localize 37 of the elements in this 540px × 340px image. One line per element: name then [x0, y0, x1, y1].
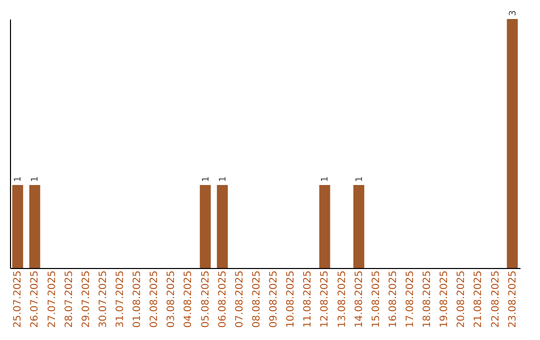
x-tick-label: 13.08.2025	[336, 270, 348, 328]
x-tick-label: 09.08.2025	[268, 270, 280, 328]
x-tick-label: 17.08.2025	[404, 270, 416, 328]
x-tick-label: 07.08.2025	[234, 270, 246, 328]
x-tick-label: 29.07.2025	[80, 270, 92, 328]
x-tick-label: 10.08.2025	[286, 270, 297, 328]
data-label: 1	[30, 176, 41, 182]
x-tick-label: 06.08.2025	[217, 270, 228, 328]
data-label: 1	[354, 176, 365, 182]
x-tick-label: 08.08.2025	[251, 270, 262, 328]
data-label: 1	[320, 176, 331, 182]
x-tick-label: 28.07.2025	[64, 270, 75, 328]
x-tick-label: 27.07.2025	[46, 270, 58, 328]
x-tick-label: 26.07.2025	[30, 270, 41, 328]
data-label: 3	[508, 10, 518, 16]
x-tick-label: 20.08.2025	[456, 270, 468, 328]
x-tick-label: 14.08.2025	[354, 270, 365, 328]
x-tick-label: 15.08.2025	[370, 270, 382, 328]
x-tick-label: 31.07.2025	[115, 270, 126, 328]
x-tick-label: 21.08.2025	[473, 270, 484, 328]
x-tick-label: 04.08.2025	[183, 270, 194, 328]
data-label: 1	[14, 176, 24, 182]
x-tick-label: 16.08.2025	[388, 270, 399, 328]
x-tick-label: 11.08.2025	[302, 270, 314, 328]
x-tick-label: 22.08.2025	[490, 270, 502, 328]
x-tick-label: 02.08.2025	[149, 270, 160, 328]
x-tick-label: 03.08.2025	[166, 270, 178, 328]
data-label: 1	[201, 176, 212, 182]
x-tick-label: 12.08.2025	[320, 270, 331, 328]
x-tick-label: 01.08.2025	[132, 270, 144, 328]
x-tick-label: 30.07.2025	[98, 270, 109, 328]
x-tick-label: 19.08.2025	[439, 270, 450, 328]
data-label: 1	[218, 176, 228, 182]
x-tick-label: 25.07.2025	[12, 270, 24, 328]
x-tick-label: 23.08.2025	[507, 270, 518, 328]
x-tick-label: 18.08.2025	[422, 270, 434, 328]
x-tick-label: 05.08.2025	[200, 270, 212, 328]
